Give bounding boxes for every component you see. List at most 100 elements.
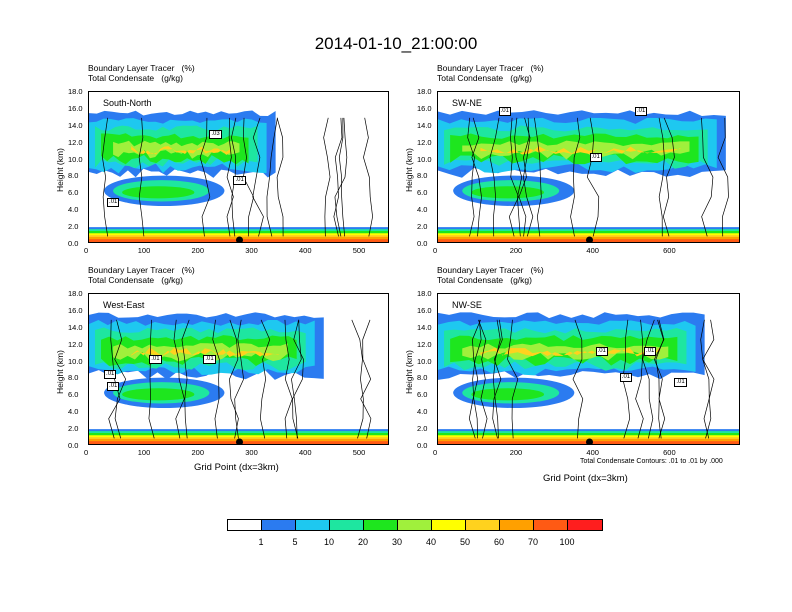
boundary-layer-band [438, 232, 739, 236]
x-axis-label-bottom-left: Grid Point (dx=3km) [194, 462, 279, 473]
boundary-layer-band [438, 227, 739, 230]
y-tick-label: 12.0 [68, 137, 83, 147]
colorbar-swatch [330, 520, 364, 530]
y-tick-label: 10.0 [68, 356, 83, 366]
condensate-contour [534, 117, 542, 237]
boundary-layer-band [89, 432, 388, 436]
condensate-contour [360, 319, 372, 439]
plot-nw-se: .01 .01 .01 .01 NW-SE [437, 293, 740, 445]
condensate-contour [234, 319, 244, 439]
x-tick-label: 200 [509, 448, 523, 457]
tracer-field [438, 110, 739, 242]
colorbar-swatch [500, 520, 534, 530]
colorbar-swatch [466, 520, 500, 530]
condensate-contour [468, 319, 481, 439]
contour-label: .01 [203, 354, 216, 364]
boundary-layer-band [89, 429, 388, 432]
condensate-contour [229, 319, 239, 439]
y-tick-label: 0.0 [68, 239, 79, 248]
boundary-layer-band [438, 228, 739, 231]
y-axis-label: Height (km) [404, 148, 414, 192]
contour-label: .01 [634, 107, 648, 117]
panel-title-line1: Boundary Layer Tracer (%) [437, 63, 544, 73]
condensate-contour [658, 117, 665, 237]
y-tick-label: 10.0 [417, 356, 432, 366]
condensate-contour [226, 117, 234, 237]
y-tick-label: 2.0 [68, 222, 79, 232]
condensate-contour [108, 319, 121, 439]
cross-section-name: NW-SE [452, 300, 482, 310]
condensate-contour [291, 319, 302, 439]
panel-title-line2: Total Condensate (g/kg) [437, 73, 532, 83]
x-tick-label: 600 [663, 448, 676, 457]
condensate-contour [471, 117, 482, 237]
condensate-contour [518, 117, 530, 237]
location-marker [586, 438, 593, 444]
cross-section-name: SW-NE [452, 98, 482, 108]
y-tick-label: 4.0 [68, 205, 79, 215]
condensate-layer [480, 146, 681, 155]
x-tick-label: 300 [245, 448, 258, 457]
condensate-layer [131, 347, 279, 357]
boundary-layer-band [89, 434, 388, 438]
contour-label: .01 [619, 373, 633, 383]
condensate-contour [467, 117, 475, 237]
y-tick-label: 12.0 [417, 339, 432, 349]
condensate-contour [514, 117, 523, 237]
y-tick-label: 14.0 [68, 322, 83, 332]
y-tick-label: 14.0 [417, 120, 432, 130]
y-tick-label: 10.0 [417, 154, 432, 164]
condensate-contour [586, 117, 600, 237]
condensate-contour [508, 117, 519, 237]
contour-label: .01 [104, 370, 117, 379]
contour-label: .01 [498, 107, 511, 117]
boundary-layer-band [89, 232, 388, 236]
boundary-layer-band [89, 234, 388, 237]
panel-title-line2: Total Condensate (g/kg) [88, 73, 183, 83]
cross-section-name: South-North [103, 98, 152, 108]
condensate-contour [212, 319, 220, 439]
cross-section-name: West-East [103, 300, 145, 310]
x-tick-label: 400 [299, 246, 312, 255]
condensate-contour [478, 319, 488, 439]
x-tick-label: 200 [191, 448, 205, 457]
plot-south-north: .03 .01 .01 South-North [88, 91, 389, 243]
contour-label: .01 [644, 347, 657, 357]
lower-cloud-layer [122, 186, 195, 199]
colorbar-label: 20 [357, 537, 369, 547]
condensate-contour [334, 117, 348, 237]
colorbar-swatch [262, 520, 296, 530]
tracer-field [438, 312, 739, 444]
condensate-contour [292, 319, 304, 439]
condensate-contour [570, 117, 581, 237]
condensate-contour [489, 117, 500, 237]
contour-label: .01 [589, 152, 602, 162]
condensate-contour [654, 319, 666, 439]
x-tick-label: 100 [137, 448, 151, 457]
condensate-contour [173, 319, 185, 439]
y-tick-label: 16.0 [68, 103, 83, 113]
boundary-layer-band [438, 436, 739, 439]
boundary-layer-band [438, 432, 739, 436]
condensate-contour [138, 117, 145, 237]
location-marker [236, 236, 243, 242]
boundary-layer-band [438, 234, 739, 237]
condensate-contour [572, 319, 584, 439]
x-tick-label: 400 [299, 448, 312, 457]
location-marker [586, 236, 593, 242]
condensate-contour [114, 319, 127, 439]
colorbar-swatch [398, 520, 432, 530]
condensate-contour [655, 319, 664, 439]
y-tick-label: 8.0 [417, 171, 428, 181]
condensate-layer [462, 343, 669, 361]
panel-title-line2: Total Condensate (g/kg) [437, 275, 532, 285]
y-tick-label: 18.0 [417, 87, 432, 96]
y-axis-label: Height (km) [55, 350, 65, 394]
x-tick-label: 0 [84, 448, 89, 457]
colorbar [227, 519, 603, 531]
plot-sw-ne: .01 .01 .01 SW-NE [437, 91, 740, 243]
panel-title-line1: Boundary Layer Tracer (%) [437, 265, 544, 275]
y-tick-label: 0.0 [417, 441, 428, 450]
condensate-contour [276, 117, 284, 237]
y-axis-label: Height (km) [404, 350, 414, 394]
